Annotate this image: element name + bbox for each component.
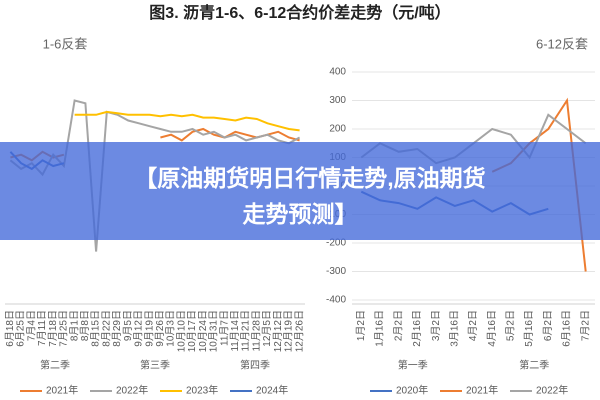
y-tick-label: -200 — [326, 238, 346, 249]
x-tick-label: 4月2日 — [467, 310, 479, 341]
section-label: 第二季 — [40, 359, 70, 372]
x-tick-label: 2月2日 — [392, 310, 404, 341]
y-tick-label: -300 — [326, 266, 346, 277]
x-tick-label: 9月19日 — [143, 310, 155, 347]
banner-band — [0, 142, 600, 240]
section-label: 第四季 — [240, 359, 270, 372]
x-tick-label: 7月4日 — [25, 310, 37, 341]
x-tick-label: 7月11日 — [36, 310, 48, 346]
series-line — [74, 110, 300, 132]
x-tick-label: 7月25日 — [58, 310, 70, 347]
x-tick-label: 8月8日 — [79, 310, 91, 341]
chart-title: 6-12反套 — [536, 36, 588, 51]
x-tick-label: 11月14日 — [229, 310, 241, 352]
legend-label: 2024年 — [256, 384, 288, 397]
legend-label: 2020年 — [396, 384, 428, 397]
y-tick-label: 400 — [329, 67, 346, 78]
x-tick-label: 6月18日 — [4, 310, 16, 347]
x-tick-label: 9月12日 — [133, 310, 145, 347]
x-tick-label: 3月2日 — [430, 310, 442, 341]
x-tick-label: 1月16日 — [374, 310, 386, 347]
x-tick-label: 10月17日 — [186, 310, 198, 352]
x-tick-label: 2月16日 — [411, 310, 423, 347]
banner-line: 走势预测】 — [243, 201, 358, 227]
x-tick-label: 8月15日 — [90, 310, 102, 347]
x-tick-label: 11月28日 — [250, 310, 262, 352]
x-tick-label: 1月2日 — [355, 310, 367, 341]
x-tick-label: 10月10日 — [175, 310, 187, 352]
x-tick-label: 12月19日 — [283, 310, 295, 352]
y-tick-label: 200 — [329, 124, 346, 135]
x-tick-label: 5月16日 — [523, 310, 535, 347]
section-label: 第一季 — [398, 359, 428, 372]
x-tick-label: 11月21日 — [240, 310, 252, 352]
x-tick-label: 12月26日 — [293, 310, 305, 352]
banner-line: 【原油期货明日行情走势,原油期货 — [134, 165, 485, 191]
x-tick-label: 10月24日 — [197, 310, 209, 352]
legend-label: 2021年 — [46, 384, 78, 397]
x-tick-label: 8月29日 — [111, 310, 123, 347]
section-label: 第二季 — [519, 359, 549, 372]
legend-label: 2021年 — [466, 384, 498, 397]
section-label: 第三季 — [140, 359, 170, 372]
x-tick-label: 10月31日 — [208, 310, 220, 352]
x-tick-label: 5月2日 — [505, 310, 517, 341]
x-tick-label: 10月3日 — [165, 310, 177, 347]
x-tick-label: 11月7日 — [218, 310, 230, 346]
x-tick-label: 7月2日 — [579, 310, 591, 341]
legend-label: 2023年 — [186, 384, 218, 397]
x-tick-label: 6月2日 — [542, 310, 554, 341]
x-tick-label: 12月12日 — [272, 310, 284, 352]
x-tick-label: 9月5日 — [122, 310, 134, 341]
y-tick-label: 300 — [329, 95, 346, 106]
y-tick-label: -400 — [326, 295, 346, 306]
legend-label: 2022年 — [116, 384, 148, 397]
x-tick-label: 12月5日 — [261, 310, 273, 347]
x-tick-label: 4月16日 — [486, 310, 498, 347]
x-tick-label: 9月26日 — [154, 310, 166, 347]
x-tick-label: 7月18日 — [47, 310, 59, 347]
x-tick-label: 6月16日 — [561, 310, 573, 347]
x-tick-label: 6月25日 — [15, 310, 27, 347]
x-tick-label: 8月22日 — [100, 310, 112, 347]
x-tick-label: 8月1日 — [68, 310, 80, 341]
page-title: 图3. 沥青1-6、6-12合约价差走势（元/吨） — [149, 3, 450, 22]
legend-label: 2022年 — [536, 384, 568, 397]
chart-title: 1-6反套 — [43, 36, 88, 51]
x-tick-label: 3月16日 — [448, 310, 460, 347]
